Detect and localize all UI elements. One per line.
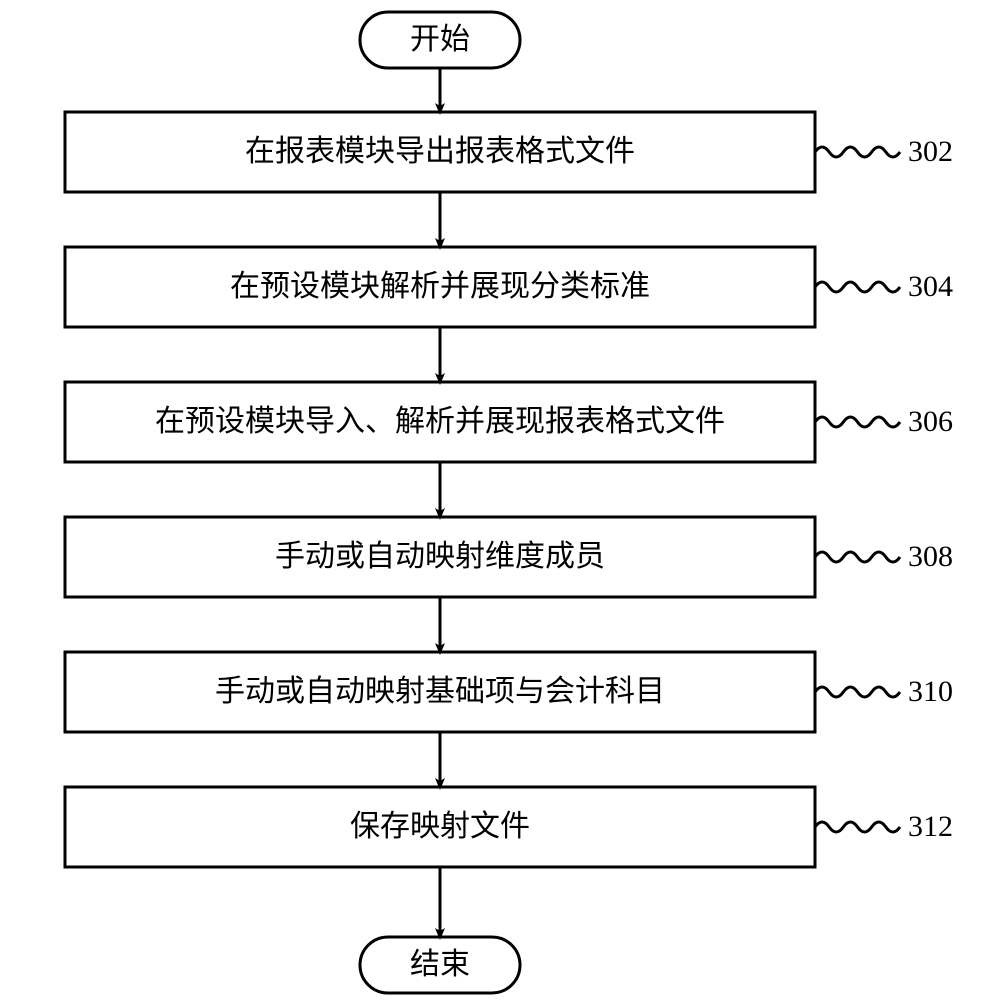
flowchart-canvas: 开始 结束 在报表模块导出报表格式文件在预设模块解析并展现分类标准在预设模块导入… [0, 0, 988, 1000]
step-label: 保存映射文件 [350, 810, 530, 843]
ref-label-302: 302 [908, 135, 953, 168]
step-label: 在预设模块导入、解析并展现报表格式文件 [155, 405, 725, 438]
squiggle-5 [815, 822, 900, 832]
squiggle-3 [815, 552, 900, 562]
end-label: 结束 [410, 948, 470, 981]
end-terminator: 结束 [360, 937, 520, 993]
step-306: 在预设模块导入、解析并展现报表格式文件 [65, 382, 815, 462]
labels-layer: 302 304 306 308 310 312 [908, 135, 953, 843]
ref-label-304: 304 [908, 270, 953, 303]
step-302: 在报表模块导出报表格式文件 [65, 112, 815, 192]
step-310: 手动或自动映射基础项与会计科目 [65, 652, 815, 732]
ref-label-310: 310 [908, 675, 953, 708]
ref-label-306: 306 [908, 405, 953, 438]
step-label: 在报表模块导出报表格式文件 [245, 135, 635, 168]
ref-label-308: 308 [908, 540, 953, 573]
squiggle-layer [815, 147, 900, 832]
step-312: 保存映射文件 [65, 787, 815, 867]
step-label: 在预设模块解析并展现分类标准 [230, 270, 650, 303]
start-label: 开始 [410, 23, 470, 56]
step-304: 在预设模块解析并展现分类标准 [65, 247, 815, 327]
squiggle-4 [815, 687, 900, 697]
start-terminator: 开始 [360, 12, 520, 68]
ref-label-312: 312 [908, 810, 953, 843]
step-label: 手动或自动映射基础项与会计科目 [215, 675, 665, 708]
squiggle-0 [815, 147, 900, 157]
squiggle-2 [815, 417, 900, 427]
squiggle-1 [815, 282, 900, 292]
step-308: 手动或自动映射维度成员 [65, 517, 815, 597]
step-label: 手动或自动映射维度成员 [275, 540, 605, 573]
